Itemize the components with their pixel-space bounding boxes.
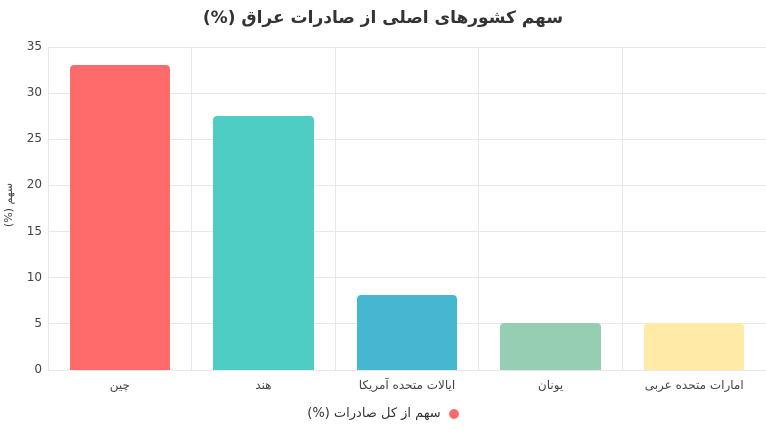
x-tick-label: یونان bbox=[537, 378, 564, 392]
h-gridline bbox=[48, 138, 766, 140]
legend-item[interactable]: سهم از کل صادرات (%) bbox=[0, 406, 766, 421]
x-tick-label: امارات متحده عربی bbox=[644, 378, 744, 392]
h-gridline bbox=[48, 277, 766, 279]
legend-marker-icon bbox=[448, 408, 459, 419]
y-tick-label: 5 bbox=[34, 315, 42, 330]
x-tick-label: ایالات متحده آمریکا bbox=[358, 378, 456, 392]
x-tick-label: چین bbox=[109, 378, 130, 392]
h-gridline bbox=[48, 184, 766, 186]
v-gridline bbox=[478, 47, 480, 370]
y-tick-label: 0 bbox=[34, 362, 42, 376]
v-gridline bbox=[191, 47, 193, 370]
bar[interactable] bbox=[213, 116, 314, 370]
bar[interactable] bbox=[500, 322, 601, 370]
y-tick-label: 25 bbox=[26, 131, 42, 146]
h-gridline bbox=[48, 231, 766, 233]
bar[interactable] bbox=[643, 322, 745, 370]
v-gridline bbox=[334, 47, 336, 370]
x-tick-label: هند bbox=[255, 378, 272, 392]
bar[interactable] bbox=[69, 65, 171, 370]
h-gridline bbox=[48, 92, 766, 94]
legend-label: سهم از کل صادرات (%) bbox=[307, 406, 441, 421]
y-tick-label: 35 bbox=[26, 39, 42, 53]
v-gridline bbox=[621, 47, 623, 370]
h-gridline bbox=[48, 369, 766, 371]
plot-area bbox=[47, 46, 766, 371]
y-axis-title: سهم (%) bbox=[2, 182, 15, 228]
h-gridline bbox=[48, 46, 766, 48]
v-gridline bbox=[47, 47, 49, 370]
bar[interactable] bbox=[356, 295, 458, 370]
y-tick-label: 30 bbox=[26, 85, 42, 100]
y-tick-label: 10 bbox=[26, 269, 42, 284]
chart-title: سهم کشورهای اصلی از صادرات عراق (%) bbox=[202, 8, 564, 28]
